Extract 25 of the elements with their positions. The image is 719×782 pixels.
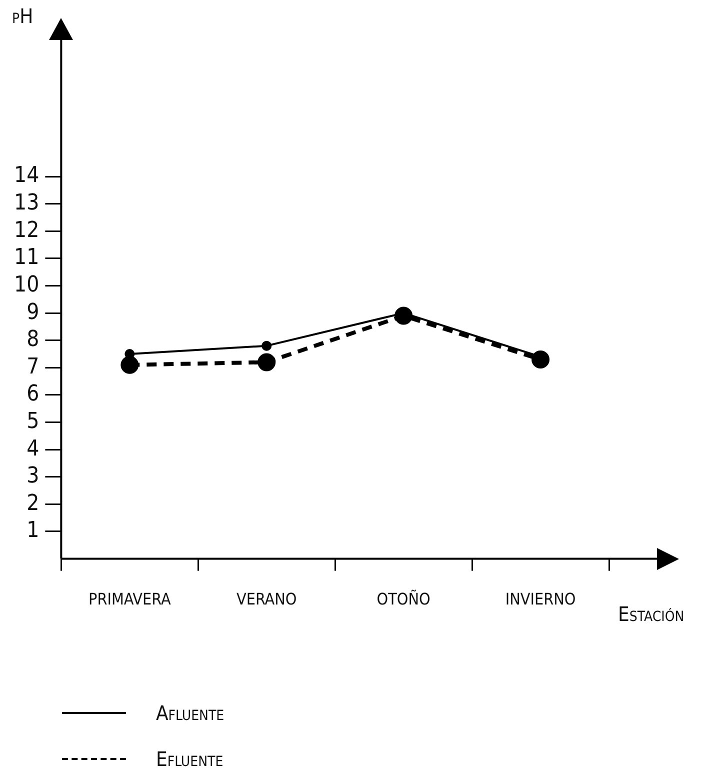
legend-label: Efluente — [156, 747, 224, 771]
y-tick-label: 12 — [14, 218, 40, 243]
x-tick-label: PRIMAVERA — [88, 590, 171, 609]
x-tick-label: VERANO — [236, 590, 297, 609]
point — [262, 340, 272, 351]
y-tick-label: 9 — [26, 300, 40, 325]
y-tick-label: 3 — [26, 464, 40, 489]
y-axis-title: pH — [12, 4, 34, 28]
y-tick-label: 8 — [26, 327, 40, 352]
y-tick-label: 14 — [14, 163, 40, 188]
y-tick-label: 11 — [14, 245, 40, 270]
y-tick-label: 6 — [26, 382, 40, 407]
point — [120, 356, 139, 374]
x-axis-title: Estación — [618, 602, 684, 626]
y-tick-label: 7 — [26, 354, 40, 380]
y-tick-label: 5 — [26, 408, 40, 434]
legend-label: Afluente — [156, 701, 224, 725]
y-tick-label: 10 — [14, 272, 40, 298]
y-tick-label: 4 — [26, 436, 40, 462]
point — [258, 353, 276, 372]
y-tick-label: 13 — [14, 190, 40, 216]
y-tick-label: 1 — [26, 518, 40, 544]
y-tick-label: 2 — [26, 490, 40, 516]
x-tick-label: INVIERNO — [505, 590, 576, 609]
x-tick-label: OTOÑO — [376, 590, 430, 609]
